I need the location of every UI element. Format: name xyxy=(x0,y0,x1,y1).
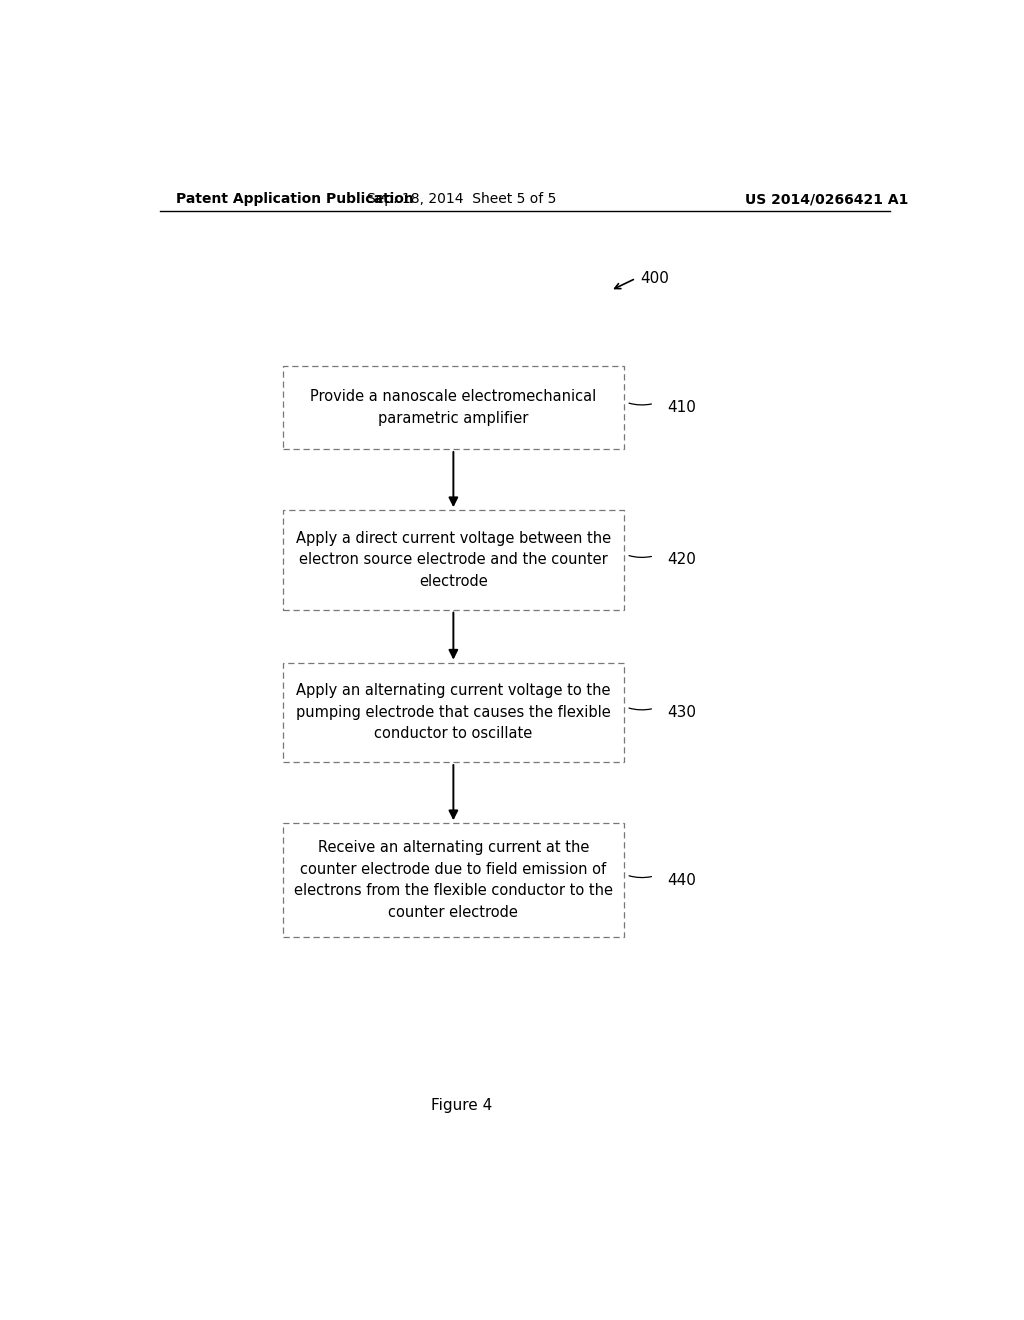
Text: 400: 400 xyxy=(640,271,669,286)
Text: 420: 420 xyxy=(667,552,695,568)
Text: Provide a nanoscale electromechanical
parametric amplifier: Provide a nanoscale electromechanical pa… xyxy=(310,389,597,426)
FancyBboxPatch shape xyxy=(283,824,624,937)
FancyBboxPatch shape xyxy=(283,366,624,449)
Text: Patent Application Publication: Patent Application Publication xyxy=(176,191,414,206)
Text: Apply an alternating current voltage to the
pumping electrode that causes the fl: Apply an alternating current voltage to … xyxy=(296,684,610,742)
Text: 440: 440 xyxy=(667,873,695,887)
Text: 430: 430 xyxy=(667,705,696,719)
Text: Figure 4: Figure 4 xyxy=(431,1098,492,1113)
Text: Apply a direct current voltage between the
electron source electrode and the cou: Apply a direct current voltage between t… xyxy=(296,531,611,589)
Text: Sep. 18, 2014  Sheet 5 of 5: Sep. 18, 2014 Sheet 5 of 5 xyxy=(367,191,556,206)
FancyBboxPatch shape xyxy=(283,510,624,610)
Text: Receive an alternating current at the
counter electrode due to field emission of: Receive an alternating current at the co… xyxy=(294,840,613,920)
FancyBboxPatch shape xyxy=(283,663,624,762)
Text: 410: 410 xyxy=(667,400,695,414)
Text: US 2014/0266421 A1: US 2014/0266421 A1 xyxy=(744,191,908,206)
